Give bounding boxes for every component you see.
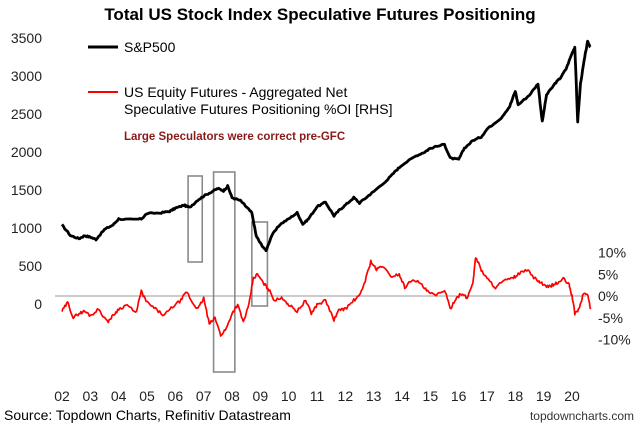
y-left-tick-label: 3000 [11, 68, 42, 84]
x-tick-label: 09 [253, 388, 269, 404]
x-tick-label: 08 [224, 388, 240, 404]
y-left-tick-label: 1500 [11, 182, 42, 198]
x-tick-label: 07 [196, 388, 212, 404]
x-tick-label: 13 [366, 388, 382, 404]
highlight-box [187, 175, 204, 263]
y-left-tick-label: 500 [19, 258, 43, 274]
x-tick-label: 02 [54, 388, 70, 404]
y-left-axis: 0 500 1000 1500 2000 2500 3000 3500 [11, 30, 42, 312]
x-tick-label: 05 [139, 388, 155, 404]
y-right-axis: -10% -5% 0% 5% 10% [598, 245, 631, 348]
x-tick-label: 10 [281, 388, 297, 404]
annotation-text: Large Speculators were correct pre-GFC [124, 131, 345, 143]
y-left-tick-label: 1000 [11, 220, 42, 236]
x-tick-label: 19 [536, 388, 552, 404]
source-text: Source: Topdown Charts, Refinitiv Datast… [4, 407, 291, 423]
y-left-tick-label: 0 [34, 296, 42, 312]
x-tick-label: 16 [451, 388, 467, 404]
x-tick-label: 12 [338, 388, 354, 404]
legend-label-futures: US Equity Futures - Aggregated Net Specu… [124, 84, 392, 117]
x-tick-label: 18 [508, 388, 524, 404]
y-left-tick-label: 2000 [11, 144, 42, 160]
legend-label-futures-line1: US Equity Futures - Aggregated Net [124, 84, 347, 100]
x-tick-label: 15 [423, 388, 439, 404]
series-line-futures [61, 257, 592, 337]
highlight-box [251, 221, 269, 307]
y-left-tick-label: 2500 [11, 106, 42, 122]
x-tick-label: 03 [83, 388, 99, 404]
brand-text: topdowncharts.com [530, 409, 634, 423]
x-axis: 02 03 04 05 06 07 08 09 10 11 12 13 14 15 16 17 18 19 20 [54, 388, 580, 404]
y-right-tick-label: -5% [598, 310, 623, 326]
x-tick-label: 17 [479, 388, 495, 404]
highlight-box [212, 171, 236, 373]
y-right-tick-label: 10% [598, 245, 626, 261]
y-right-tick-label: 0% [598, 288, 618, 304]
y-right-tick-label: 5% [598, 266, 618, 282]
y-right-tick-label: -10% [598, 332, 631, 348]
legend-label-sp500: S&P500 [124, 39, 176, 55]
legend: S&P500 US Equity Futures - Aggregated Ne… [88, 39, 392, 117]
x-tick-label: 14 [394, 388, 410, 404]
legend-label-futures-line2: Speculative Futures Positioning %OI [RHS… [124, 101, 392, 117]
x-tick-label: 04 [111, 388, 127, 404]
series-line-sp500 [60, 39, 592, 253]
x-tick-label: 11 [310, 388, 325, 404]
y-left-tick-label: 3500 [11, 30, 42, 46]
x-tick-label: 06 [168, 388, 184, 404]
x-tick-label: 20 [564, 388, 580, 404]
chart-title: Total US Stock Index Speculative Futures… [104, 5, 535, 24]
series-layer [60, 39, 592, 337]
highlight-boxes [187, 171, 269, 373]
